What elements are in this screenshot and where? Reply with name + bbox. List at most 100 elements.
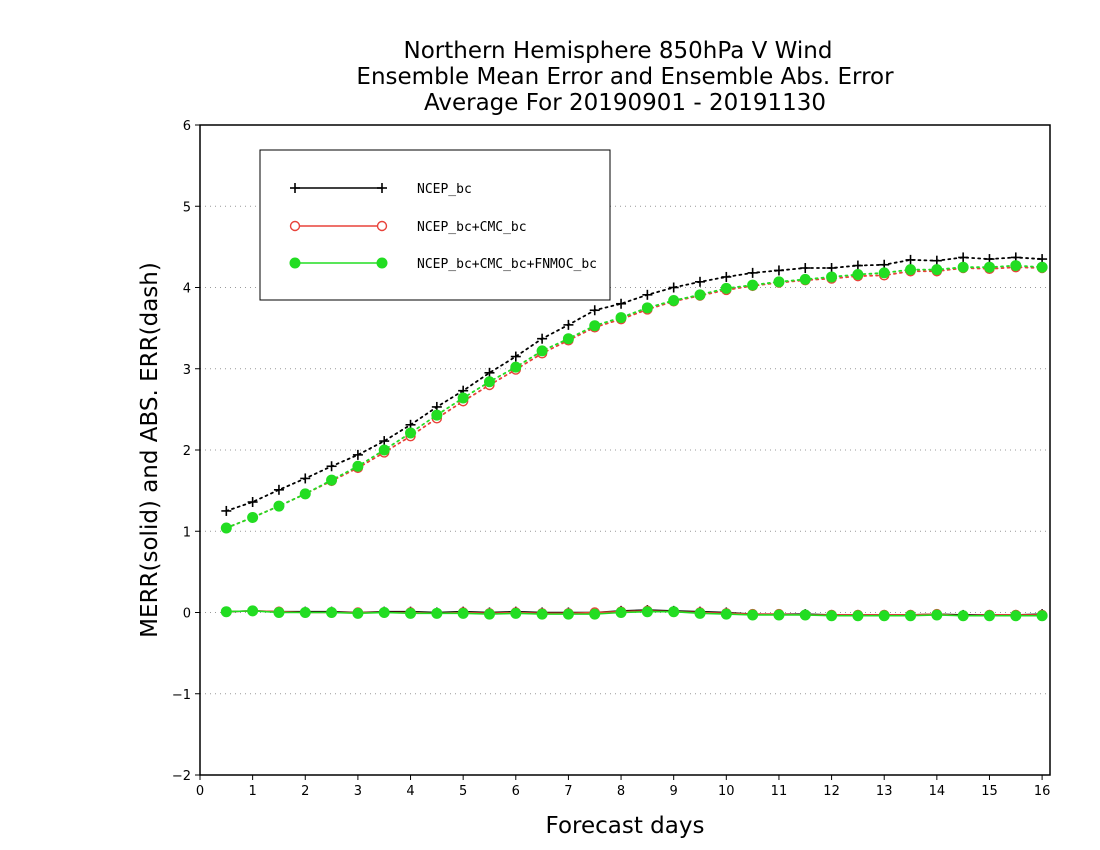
x-axis-label: Forecast days xyxy=(546,813,705,839)
abs-err-point xyxy=(431,409,443,421)
abs-err-point xyxy=(273,484,284,495)
abs-err-point xyxy=(352,460,364,472)
abs-err-point xyxy=(483,376,495,388)
mean-err-point xyxy=(1010,610,1022,622)
abs-err-point xyxy=(826,271,838,283)
abs-err-point xyxy=(1010,260,1022,272)
mean-err-point xyxy=(510,607,522,619)
legend-marker xyxy=(377,183,387,193)
legend-box xyxy=(259,149,611,301)
series-3 xyxy=(220,260,1048,622)
abs-err-point xyxy=(273,500,285,512)
mean-err-point xyxy=(773,609,785,621)
series-1 xyxy=(221,252,1048,620)
abs-err-point xyxy=(694,289,706,301)
abs-err-point xyxy=(747,267,758,278)
mean-err-point xyxy=(536,608,548,620)
abs-err-point xyxy=(510,351,521,362)
abs-err-point xyxy=(958,252,969,263)
plot-frame xyxy=(199,124,1051,776)
mean-err-point xyxy=(589,608,601,620)
legend-marker xyxy=(289,257,301,269)
chart-title: Northern Hemisphere 850hPa V Wind Ensemb… xyxy=(356,38,894,116)
mean-err-point xyxy=(826,610,838,622)
abs-err-point xyxy=(536,345,548,357)
mean-err-point xyxy=(220,606,232,618)
abs-err-point xyxy=(379,436,390,447)
x-tick-label: 5 xyxy=(459,784,467,799)
mean-err-point xyxy=(641,606,653,618)
abs-err-point xyxy=(484,367,495,378)
mean-err-point xyxy=(247,605,259,617)
legend-marker xyxy=(376,220,388,232)
abs-err-point xyxy=(747,279,759,291)
abs-err-point xyxy=(668,295,680,306)
mean-err-point xyxy=(405,607,417,619)
x-tick-label: 8 xyxy=(617,784,625,799)
abs-err-point xyxy=(220,522,232,534)
x-tick-label: 13 xyxy=(876,784,893,799)
abs-err-point xyxy=(615,312,627,324)
x-tick-label: 9 xyxy=(670,784,678,799)
x-tick-label: 10 xyxy=(718,784,735,799)
x-tick-label: 16 xyxy=(1034,784,1051,799)
x-tick-label: 11 xyxy=(771,784,788,799)
mean-err-point xyxy=(562,608,574,620)
abs-err-point xyxy=(405,427,417,439)
mean-err-point xyxy=(1036,610,1048,622)
abs-err-point xyxy=(457,392,469,404)
abs-err-point xyxy=(695,276,705,287)
mean-err-point xyxy=(378,607,390,618)
mean-err-point xyxy=(905,610,917,622)
abs-err-point xyxy=(905,264,917,276)
abs-err-point xyxy=(852,269,864,280)
title-line-3: Average For 20190901 - 20191130 xyxy=(424,90,826,116)
y-tick-label: 1 xyxy=(183,525,191,540)
x-tick-label: 15 xyxy=(981,784,998,799)
abs-err-point xyxy=(852,260,863,271)
abs-err-point xyxy=(300,473,311,484)
mean-err-point xyxy=(799,609,811,621)
legend: NCEP_bc NCEP_bc+CMC_bc NCEP_bc+CMC_bc+FNMO… xyxy=(259,149,611,301)
abs-err-line xyxy=(225,266,1044,529)
abs-err-point xyxy=(720,282,732,294)
abs-err-point xyxy=(826,263,837,273)
abs-err-point xyxy=(616,298,627,309)
abs-err-point xyxy=(773,276,785,288)
y-tick-label: −1 xyxy=(172,688,191,703)
y-tick-label: 6 xyxy=(183,119,191,134)
abs-err-point xyxy=(878,267,890,279)
mean-err-point xyxy=(615,607,627,618)
abs-err-point xyxy=(721,271,732,282)
mean-err-point xyxy=(957,610,969,622)
mean-err-point xyxy=(273,607,285,618)
abs-err-point xyxy=(247,497,258,507)
abs-err-point xyxy=(378,444,390,456)
legend-marker xyxy=(290,183,300,193)
x-tick-label: 1 xyxy=(248,784,256,799)
legend-label: NCEP_bc+CMC_bc xyxy=(417,220,527,235)
abs-err-point xyxy=(247,511,259,523)
x-tick-label: 4 xyxy=(406,784,414,799)
abs-err-point xyxy=(326,461,337,472)
abs-err-point xyxy=(957,261,969,273)
x-tick-label: 7 xyxy=(564,784,572,799)
abs-err-point xyxy=(799,273,811,285)
abs-err-point xyxy=(299,488,311,500)
mean-err-point xyxy=(431,607,443,619)
abs-err-point xyxy=(537,333,548,344)
mean-err-point xyxy=(694,607,706,619)
y-tick-label: −2 xyxy=(172,769,191,784)
mean-err-point xyxy=(931,609,943,621)
title-line-1: Northern Hemisphere 850hPa V Wind xyxy=(404,38,833,64)
mean-err-point xyxy=(852,610,864,622)
abs-err-point xyxy=(773,265,784,276)
abs-err-point xyxy=(326,474,338,486)
legend-label: NCEP_bc+CMC_bc+FNMOC_bc xyxy=(417,257,597,272)
abs-err-point xyxy=(931,255,942,266)
abs-err-point xyxy=(510,361,522,373)
abs-err-point xyxy=(931,264,943,276)
legend-label: NCEP_bc xyxy=(417,182,472,197)
